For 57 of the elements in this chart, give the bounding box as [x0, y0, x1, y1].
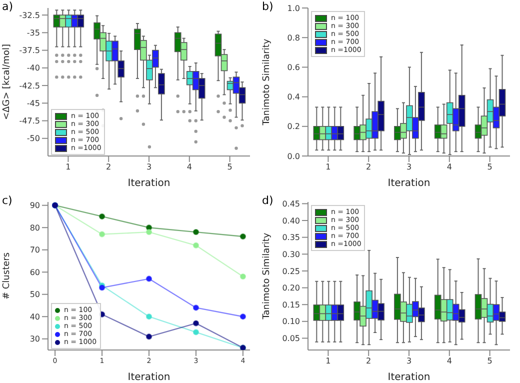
chart-title: a) — [2, 0, 14, 13]
y-tick-label: -37.5 — [19, 46, 40, 56]
y-tick-label: -32.5 — [19, 10, 40, 20]
y-tick-label: 0.25 — [282, 266, 300, 276]
x-tick-label: 2 — [106, 162, 112, 172]
y-tick-label: 0.6 — [287, 63, 300, 72]
x-tick-label: 3 — [146, 162, 152, 172]
x-axis-title: Iteration — [128, 372, 170, 383]
x-tick-label: 4 — [186, 162, 192, 172]
y-tick-label: -50 — [26, 134, 40, 144]
x-axis-title: Iteration — [388, 372, 430, 383]
x-tick-label: 4 — [446, 356, 452, 366]
y-axis-title: # Clusters — [2, 252, 12, 300]
x-tick-label: 2 — [366, 356, 372, 366]
x-axis-title: Iteration — [388, 178, 430, 189]
chart-title: c) — [2, 194, 12, 207]
x-tick-label: 1 — [326, 162, 331, 172]
y-tick-label: 0.2 — [287, 122, 300, 132]
chart-title: d) — [262, 194, 274, 207]
y-tick-label: 0.10 — [282, 317, 300, 326]
y-tick-label: 0.35 — [282, 233, 300, 242]
y-tick-label: 0.45 — [282, 200, 300, 209]
y-tick-label: 0.30 — [282, 250, 300, 259]
x-axis-title: Iteration — [128, 178, 170, 189]
x-tick-label: 3 — [406, 356, 412, 366]
y-axis-title: <ΔG> [kcal/mol] — [2, 44, 12, 120]
y-tick-label: 0.15 — [282, 300, 300, 310]
y-tick-label: 0.0 — [287, 152, 300, 161]
y-tick-label: 40 — [30, 312, 40, 322]
x-tick-label: 2 — [366, 162, 372, 172]
y-tick-label: -35 — [26, 28, 40, 38]
y-tick-label: 0.8 — [287, 33, 300, 42]
y-tick-label: -40 — [26, 64, 40, 73]
x-tick-label: 5 — [227, 162, 232, 172]
y-tick-label: 50 — [30, 290, 40, 300]
x-tick-label: 3 — [406, 162, 412, 172]
y-tick-label: 30 — [30, 334, 40, 344]
y-tick-label: 0.4 — [287, 92, 300, 102]
y-tick-label: 60 — [30, 268, 40, 277]
x-tick-label: 1 — [66, 162, 71, 172]
y-tick-label: 0.20 — [282, 284, 300, 293]
y-tick-label: 1.0 — [287, 4, 300, 13]
x-tick-label: 5 — [487, 162, 492, 172]
y-axis-title: Tanimoto Similarity — [262, 38, 272, 126]
y-tick-label: 70 — [30, 246, 40, 255]
x-tick-label: 1 — [326, 356, 331, 366]
x-tick-label: 5 — [487, 356, 492, 366]
y-tick-label: 90 — [30, 201, 40, 210]
y-tick-label: -47.5 — [19, 116, 40, 126]
y-axis-title: Tanimoto Similarity — [262, 232, 272, 320]
chart-title: b) — [262, 0, 274, 13]
y-tick-label: -42.5 — [19, 81, 40, 90]
x-tick-label: 4 — [446, 162, 452, 172]
y-tick-label: -45 — [26, 98, 40, 108]
y-tick-label: 0.05 — [282, 334, 300, 344]
y-tick-label: 0.40 — [282, 216, 300, 226]
y-tick-label: 80 — [30, 223, 40, 232]
